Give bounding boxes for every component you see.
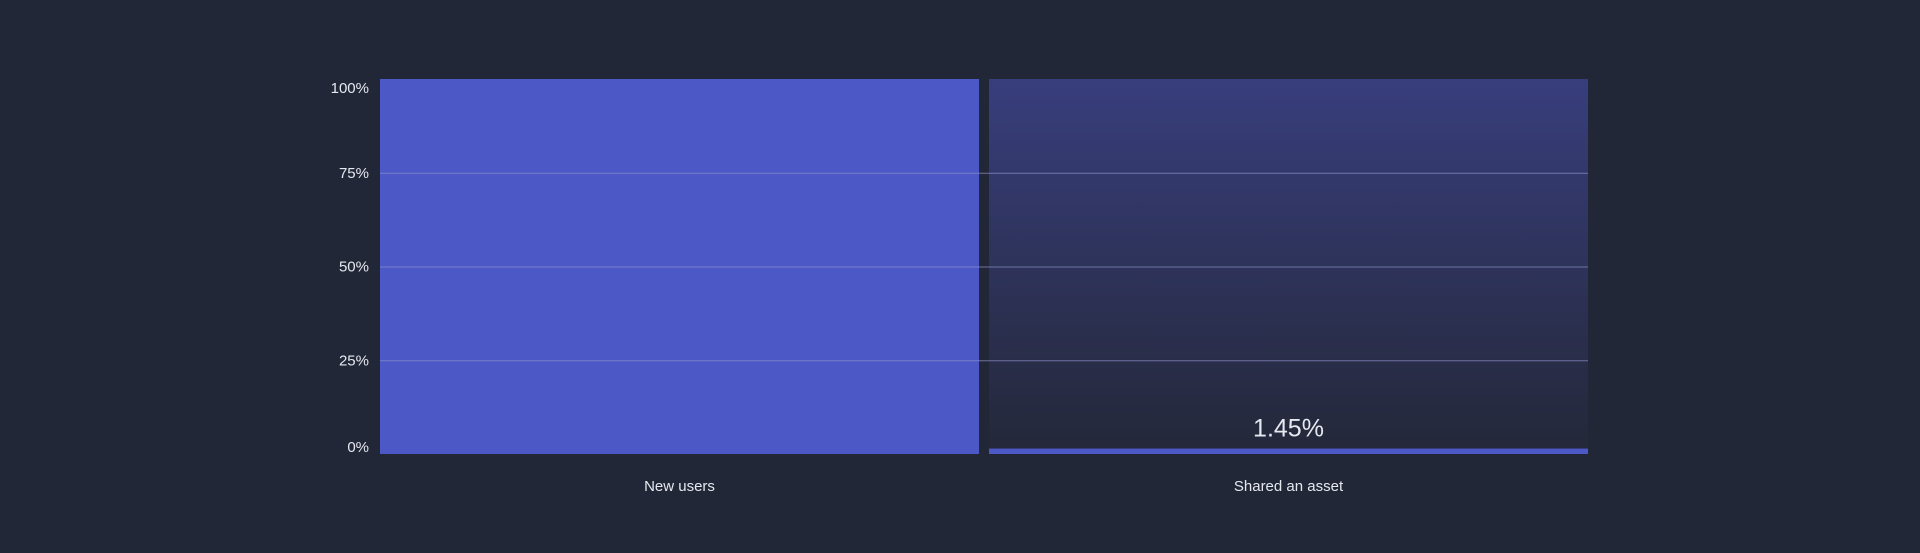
remainder-layer: [989, 79, 1588, 449]
bar-remainder-2: [989, 79, 1588, 449]
bar-2[interactable]: [989, 448, 1588, 454]
y-axis: 0% 25% 50% 75% 100%: [331, 80, 369, 456]
y-tick-label: 75%: [339, 165, 369, 182]
y-tick-label: 50%: [339, 259, 369, 276]
x-tick-label: Shared an asset: [1234, 478, 1344, 495]
y-tick-label: 0%: [347, 439, 369, 456]
data-label: 1.45%: [1253, 415, 1324, 443]
gridline-layer: [380, 172, 1588, 362]
y-tick-label: 100%: [331, 80, 369, 97]
value-labels: 1.45%: [1253, 415, 1324, 443]
x-axis: New users Shared an asset: [644, 478, 1344, 495]
y-tick-label: 25%: [339, 352, 369, 369]
x-tick-label: New users: [644, 478, 715, 495]
